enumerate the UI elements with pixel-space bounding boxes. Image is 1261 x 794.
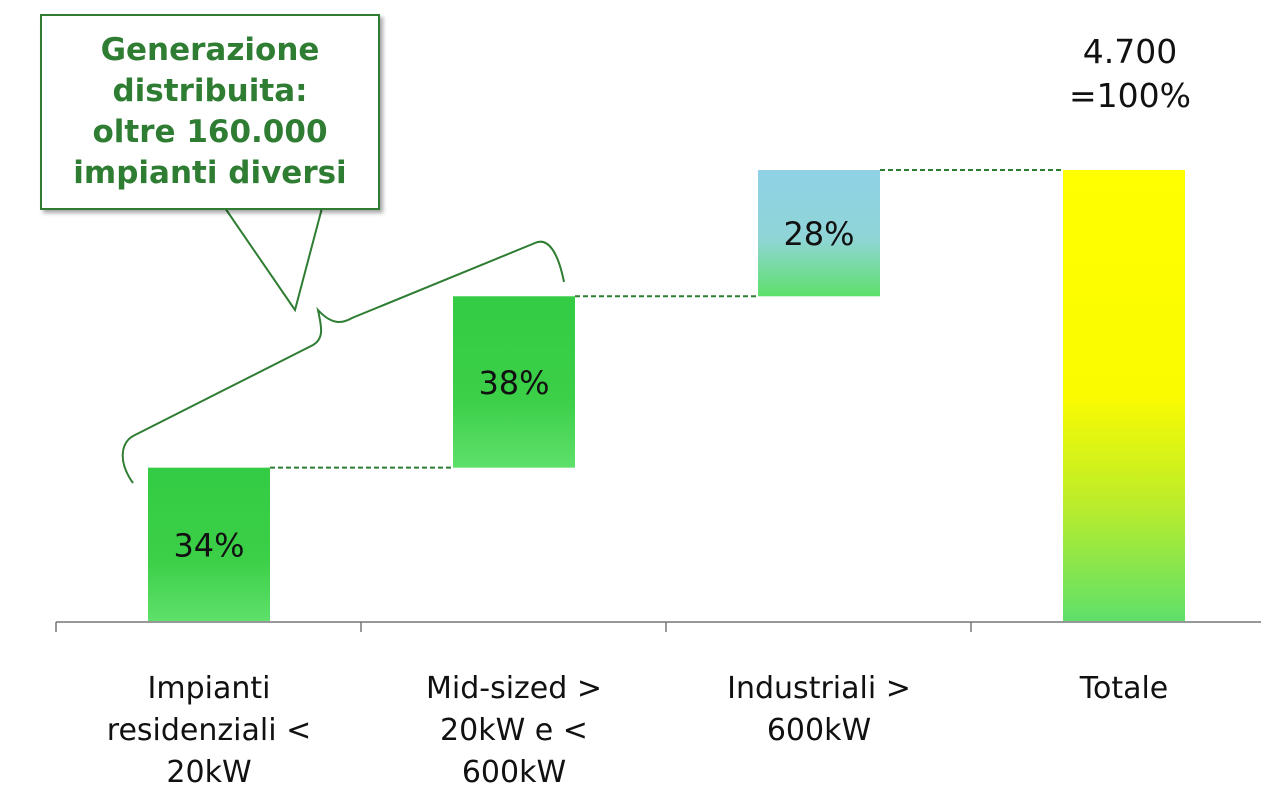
callout-box: Generazione distribuita: oltre 160.000 i… [40, 14, 380, 210]
category-label: Industriali > 600kW [689, 668, 949, 752]
total-value-label: 4.700 =100% [1040, 30, 1220, 118]
category-label: Impianti residenziali < 20kW [79, 668, 339, 794]
category-label-line: 20kW e < [440, 713, 588, 748]
bar [148, 467, 270, 621]
total-percent: =100% [1069, 76, 1191, 115]
category-label-line: Industriali > [727, 671, 911, 706]
total-amount: 4.700 [1082, 32, 1178, 71]
callout-pointer [224, 207, 323, 313]
bar [1063, 170, 1185, 621]
category-label-line: Mid-sized > [426, 671, 602, 706]
category-label: Mid-sized > 20kW e < 600kW [384, 668, 644, 794]
category-label-line: 600kW [461, 755, 567, 790]
bar [453, 296, 575, 468]
grouping-bracket [121, 240, 565, 484]
category-label-line: 20kW [166, 755, 252, 790]
category-label-line: Impianti [147, 671, 271, 706]
callout-line: distribuita: [112, 73, 308, 109]
category-label: Totale [994, 668, 1254, 710]
bar [758, 170, 880, 297]
value-label: 34% [173, 526, 244, 564]
callout-line: oltre 160.000 [92, 114, 328, 150]
category-label-line: Totale [1079, 671, 1169, 706]
category-label-line: 600kW [766, 713, 872, 748]
callout-line: impianti diversi [73, 155, 347, 191]
value-label: 38% [478, 364, 549, 402]
callout-line: Generazione [100, 32, 320, 68]
category-label-line: residenziali < [106, 713, 312, 748]
value-label: 28% [783, 215, 854, 253]
